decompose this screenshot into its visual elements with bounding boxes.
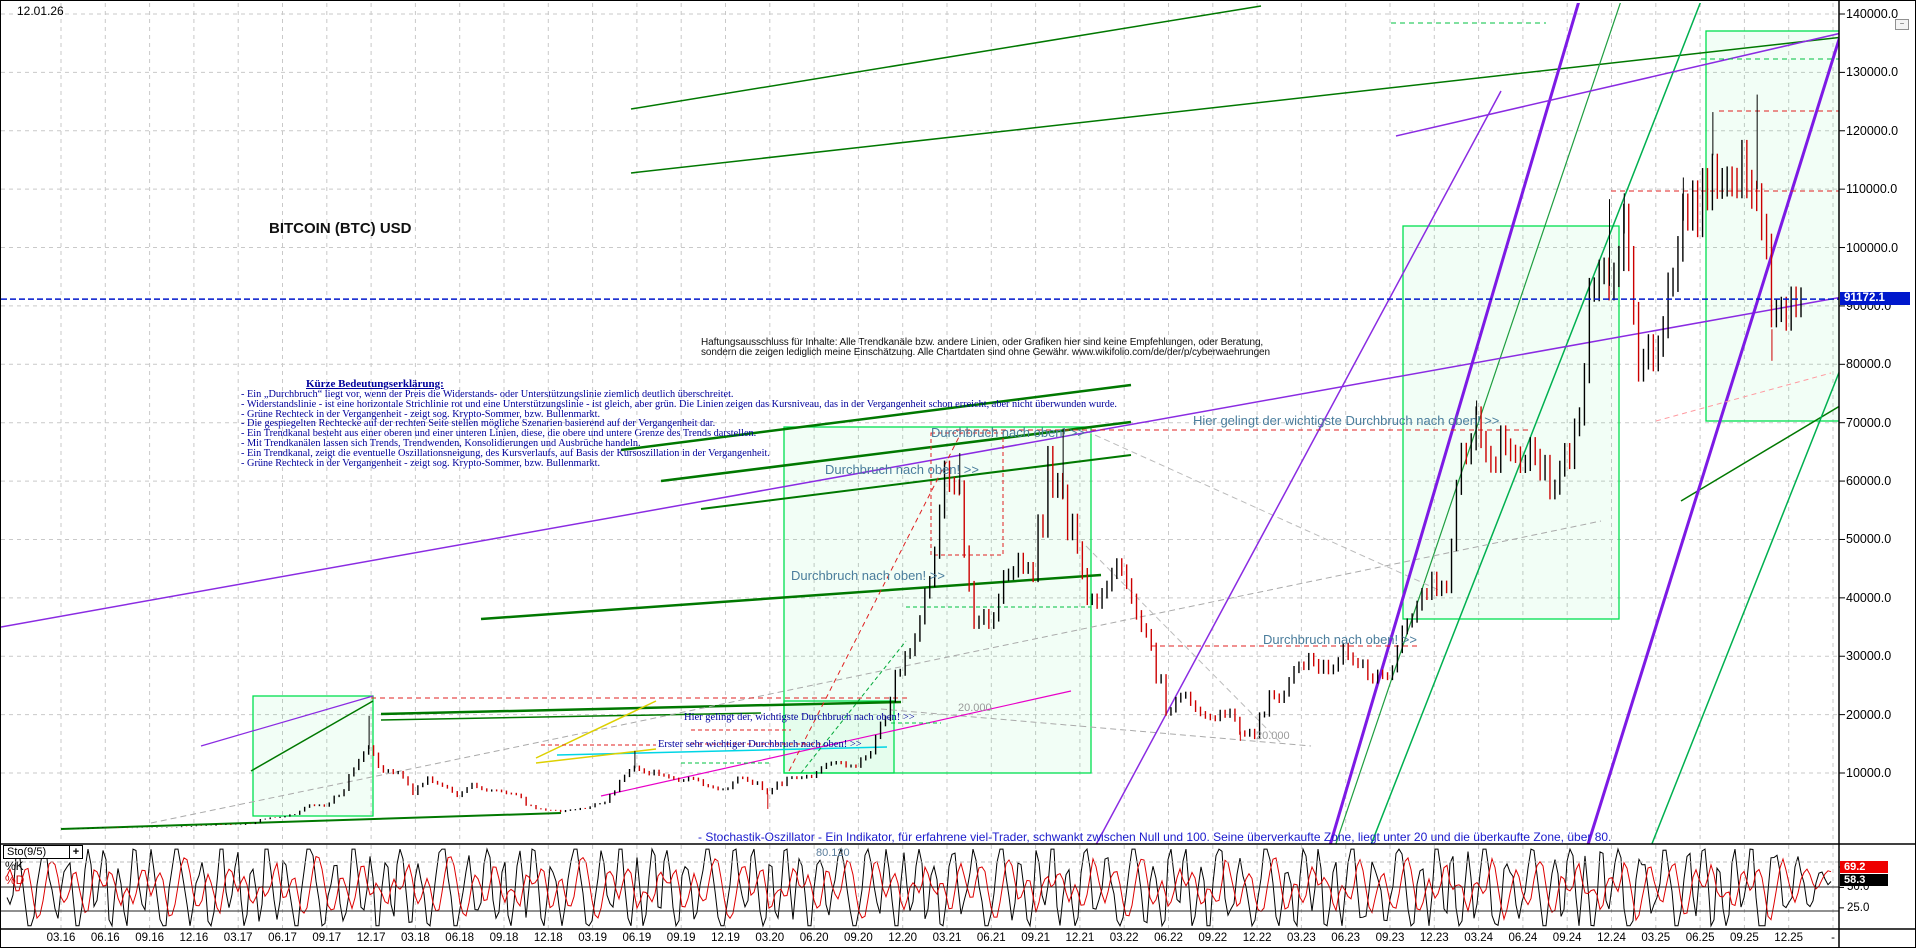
percent-d-value-badge: 69.2 [1840, 861, 1888, 873]
percent-k-value-badge: 58.3 [1840, 874, 1888, 886]
